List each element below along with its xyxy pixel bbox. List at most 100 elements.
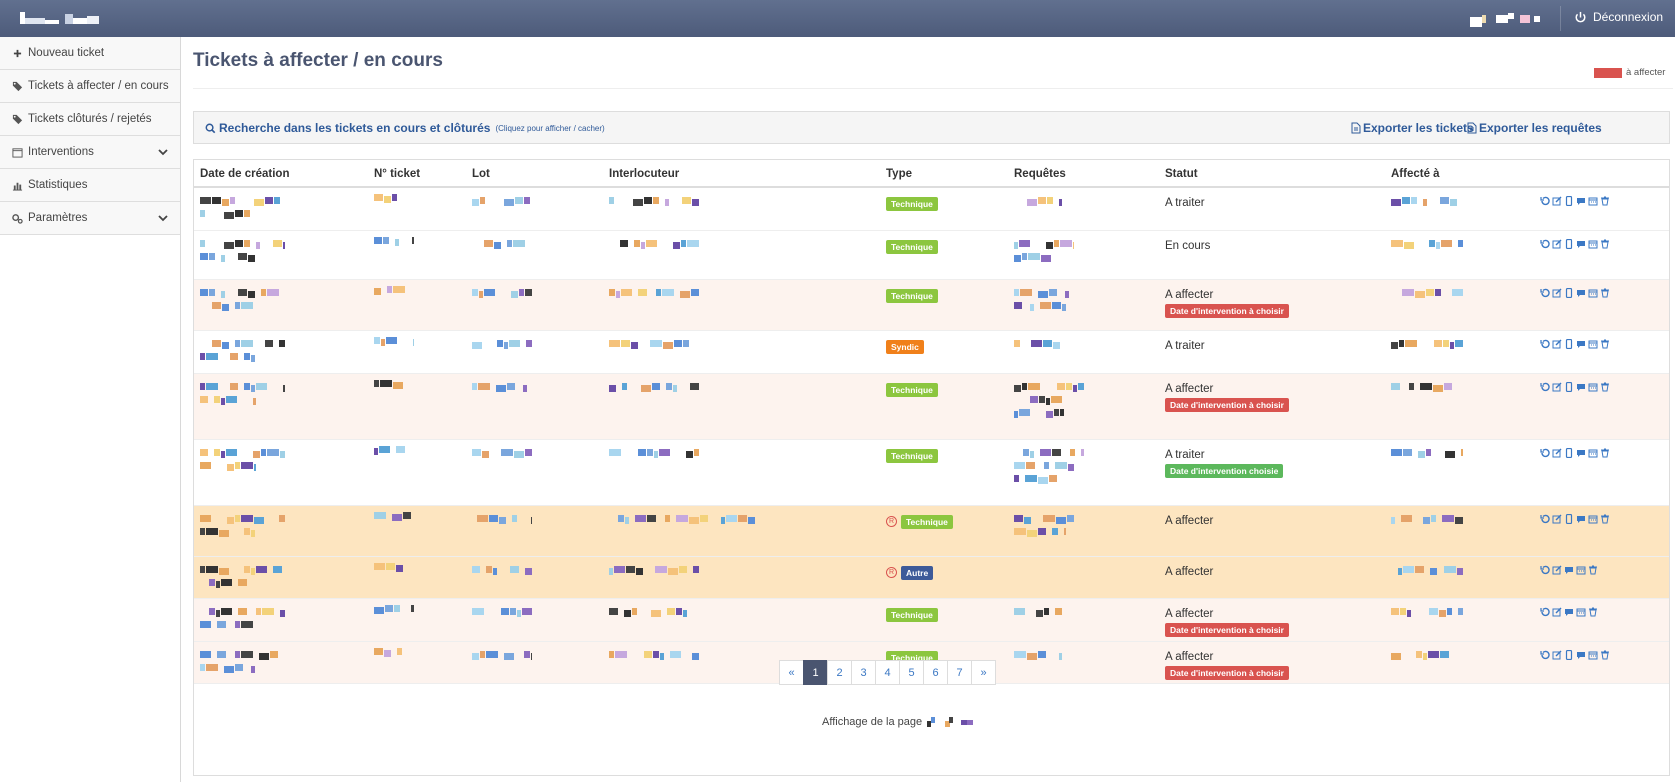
mobile-icon[interactable] xyxy=(1564,339,1574,349)
trash-icon[interactable] xyxy=(1600,448,1610,458)
mobile-icon[interactable] xyxy=(1564,448,1574,458)
pagination-page-2[interactable]: 2 xyxy=(827,660,852,685)
history-icon[interactable] xyxy=(1540,288,1550,298)
edit-icon[interactable] xyxy=(1552,514,1562,524)
history-icon[interactable] xyxy=(1540,239,1550,249)
search-toggle[interactable]: Recherche dans les tickets en cours et c… xyxy=(205,121,605,135)
sidebar-item-interventions[interactable]: Interventions xyxy=(0,136,180,169)
edit-icon[interactable] xyxy=(1552,339,1562,349)
edit-icon[interactable] xyxy=(1552,288,1562,298)
mobile-icon[interactable] xyxy=(1564,288,1574,298)
lot-value xyxy=(472,449,532,459)
trash-icon[interactable] xyxy=(1600,382,1610,392)
comment-icon[interactable] xyxy=(1564,565,1574,575)
mobile-icon[interactable] xyxy=(1564,382,1574,392)
pagination-page-1[interactable]: 1 xyxy=(803,660,828,685)
table-row[interactable]: R Technique A affecter xyxy=(194,506,1669,557)
pagination-page-4[interactable]: 4 xyxy=(875,660,900,685)
sidebar-item-statistiques[interactable]: Statistiques xyxy=(0,169,180,202)
mobile-icon[interactable] xyxy=(1564,514,1574,524)
comment-icon[interactable] xyxy=(1576,339,1586,349)
column-header-type[interactable]: Type xyxy=(886,168,912,180)
calendar-icon[interactable] xyxy=(1588,239,1598,249)
history-icon[interactable] xyxy=(1540,565,1550,575)
history-icon[interactable] xyxy=(1540,448,1550,458)
edit-icon[interactable] xyxy=(1552,650,1562,660)
calendar-icon[interactable] xyxy=(1576,607,1586,617)
pagination-page-3[interactable]: 3 xyxy=(851,660,876,685)
logout-label: Déconnexion xyxy=(1593,10,1664,24)
table-row[interactable]: Technique A affecter Date d'intervention à… xyxy=(194,280,1669,331)
column-header-interlocuteur[interactable]: Interlocuteur xyxy=(609,168,680,180)
calendar-icon[interactable] xyxy=(1588,514,1598,524)
pagination-page-5[interactable]: 5 xyxy=(899,660,924,685)
calendar-icon[interactable] xyxy=(1588,448,1598,458)
table-row[interactable]: Technique A traiter xyxy=(194,188,1669,231)
comment-icon[interactable] xyxy=(1576,448,1586,458)
table-row[interactable]: Technique A affecter Date d'intervention à… xyxy=(194,374,1669,440)
sidebar-item-tickets-open[interactable]: Tickets à affecter / en cours xyxy=(0,70,180,103)
history-icon[interactable] xyxy=(1540,382,1550,392)
history-icon[interactable] xyxy=(1540,650,1550,660)
column-header-requetes[interactable]: Requêtes xyxy=(1014,168,1066,180)
trash-icon[interactable] xyxy=(1600,239,1610,249)
mobile-icon[interactable] xyxy=(1564,650,1574,660)
export-requests-button[interactable]: Exporter les requêtes xyxy=(1467,121,1602,135)
edit-icon[interactable] xyxy=(1552,239,1562,249)
trash-icon[interactable] xyxy=(1600,514,1610,524)
column-header-date[interactable]: Date de création xyxy=(200,168,290,180)
table-row[interactable]: Syndic A traiter xyxy=(194,331,1669,374)
column-header-ticket[interactable]: N° ticket xyxy=(374,168,421,180)
comment-icon[interactable] xyxy=(1576,288,1586,298)
column-header-lot[interactable]: Lot xyxy=(472,168,490,180)
cell-requetes xyxy=(1014,197,1062,210)
table-row[interactable]: Technique A traiter Date d'intervention ch… xyxy=(194,440,1669,506)
comment-icon[interactable] xyxy=(1576,196,1586,206)
comment-icon[interactable] xyxy=(1576,514,1586,524)
calendar-icon[interactable] xyxy=(1588,339,1598,349)
history-icon[interactable] xyxy=(1540,339,1550,349)
pagination-next[interactable]: » xyxy=(971,660,996,685)
trash-icon[interactable] xyxy=(1600,339,1610,349)
sidebar-item-new-ticket[interactable]: Nouveau ticket xyxy=(0,37,180,70)
calendar-icon[interactable] xyxy=(1588,382,1598,392)
comment-icon[interactable] xyxy=(1576,650,1586,660)
edit-icon[interactable] xyxy=(1552,607,1562,617)
mobile-icon[interactable] xyxy=(1564,239,1574,249)
comment-icon[interactable] xyxy=(1576,382,1586,392)
trash-icon[interactable] xyxy=(1588,607,1598,617)
sidebar-item-parametres[interactable]: Paramètres xyxy=(0,202,180,235)
calendar-icon[interactable] xyxy=(1576,565,1586,575)
calendar-icon[interactable] xyxy=(1588,288,1598,298)
column-header-statut[interactable]: Statut xyxy=(1165,168,1198,180)
trash-icon[interactable] xyxy=(1600,196,1610,206)
edit-icon[interactable] xyxy=(1552,196,1562,206)
comment-icon[interactable] xyxy=(1564,607,1574,617)
edit-icon[interactable] xyxy=(1552,565,1562,575)
pagination-page-6[interactable]: 6 xyxy=(923,660,948,685)
edit-icon[interactable] xyxy=(1552,448,1562,458)
trash-icon[interactable] xyxy=(1588,565,1598,575)
cell-ticket xyxy=(374,194,414,207)
calendar-icon[interactable] xyxy=(1588,196,1598,206)
edit-icon[interactable] xyxy=(1552,382,1562,392)
logout-button[interactable]: Déconnexion xyxy=(1574,10,1663,24)
history-icon[interactable] xyxy=(1540,607,1550,617)
pagination-prev[interactable]: « xyxy=(779,660,804,685)
table-row[interactable]: R Autre A affecter xyxy=(194,557,1669,599)
calendar-icon[interactable] xyxy=(1588,650,1598,660)
history-icon[interactable] xyxy=(1540,514,1550,524)
trash-icon[interactable] xyxy=(1600,650,1610,660)
comment-icon[interactable] xyxy=(1576,239,1586,249)
sidebar-item-tickets-closed[interactable]: Tickets clôturés / rejetés xyxy=(0,103,180,136)
table-row[interactable]: Technique En cours xyxy=(194,231,1669,280)
column-header-affecte[interactable]: Affecté à xyxy=(1391,168,1440,180)
mobile-icon[interactable] xyxy=(1564,196,1574,206)
pagination-page-7[interactable]: 7 xyxy=(947,660,972,685)
ticket-number-redacted xyxy=(374,512,411,521)
history-icon[interactable] xyxy=(1540,196,1550,206)
export-tickets-button[interactable]: Exporter les tickets xyxy=(1351,121,1474,135)
cell-affecte xyxy=(1391,515,1463,528)
trash-icon[interactable] xyxy=(1600,288,1610,298)
table-row[interactable]: Technique A affecter Date d'intervention à… xyxy=(194,599,1669,642)
